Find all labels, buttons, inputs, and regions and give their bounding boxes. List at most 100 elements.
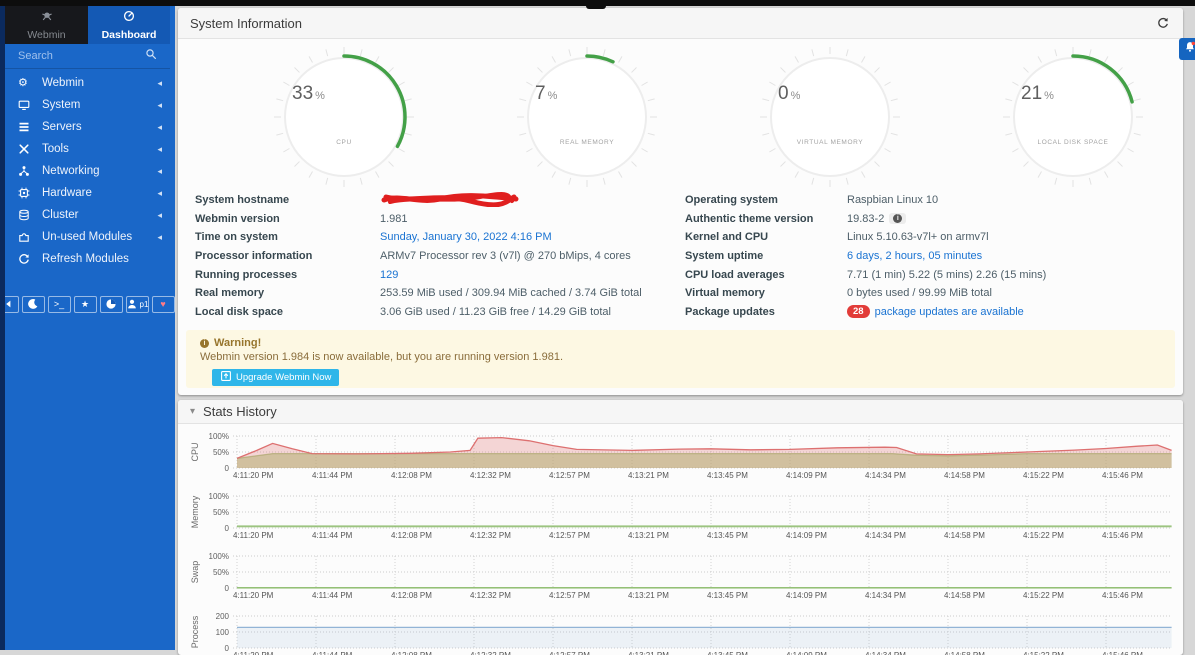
x-tick-label: 4:13:21 PM [628, 531, 669, 540]
favorites-button[interactable]: ★ [73, 296, 97, 313]
warning-title-text: Warning! [214, 337, 262, 349]
x-tick-label: 4:12:57 PM [549, 471, 590, 480]
x-tick-label: 4:12:57 PM [549, 591, 590, 600]
caret-left-icon: ◂ [157, 231, 162, 242]
x-tick-label: 4:12:32 PM [470, 471, 511, 480]
info-value: 19.83-2 i [847, 213, 907, 225]
info-table-left: System hostname Webmin version 1.981 Time … [195, 191, 681, 321]
webmin-logo-icon [41, 9, 53, 27]
upgrade-webmin-button[interactable]: Upgrade Webmin Now [212, 369, 340, 386]
chart-ylabel-memory: Memory [190, 495, 200, 528]
x-tick-label: 4:11:20 PM [233, 591, 274, 600]
info-label: Local disk space [195, 305, 284, 318]
sidebar-item-un-used-modules[interactable]: Un-used Modules ◂ [5, 226, 175, 248]
stats-history-header[interactable]: ▾ Stats History [178, 400, 1183, 424]
sidebar-search[interactable]: Search [5, 44, 170, 69]
x-tick-label: 4:14:09 PM [786, 651, 827, 655]
refresh-icon[interactable] [1157, 17, 1169, 29]
gauge-label: LOCAL DISK SPACE [1037, 139, 1108, 146]
warning-alert: i Warning! Webmin version 1.984 is now a… [186, 330, 1175, 388]
sidebar-item-label: Un-used Modules [42, 231, 133, 243]
x-tick-label: 4:13:21 PM [628, 471, 669, 480]
sidebar-item-hardware[interactable]: Hardware ◂ [5, 182, 175, 204]
sidebar-item-label: Servers [42, 121, 82, 133]
sidebar-item-cluster[interactable]: Cluster ◂ [5, 204, 175, 226]
sidebar-item-webmin[interactable]: ⚙ Webmin ◂ [5, 72, 175, 94]
star-icon: ★ [80, 299, 90, 309]
info-value: 7.71 (1 min) 5.22 (5 mins) 2.26 (15 mins… [847, 268, 1047, 281]
stats-charts: 100% 50% 0 4:11:20 PM 4:11:44 PM 4:12:08 PM 4:… [178, 423, 1183, 655]
x-tick-label: 4:12:32 PM [470, 651, 511, 655]
info-row-kernel-and-cpu: Kernel and CPU Linux 5.10.63-v7l+ on armv… [685, 228, 1177, 247]
x-tick-label: 4:15:46 PM [1102, 651, 1143, 655]
bell-icon [1184, 40, 1195, 58]
theme-options-button[interactable] [99, 296, 123, 313]
x-tick-label: 4:12:08 PM [391, 471, 432, 480]
x-tick-label: 4:12:32 PM [470, 591, 511, 600]
upgrade-icon [220, 370, 232, 385]
info-value[interactable]: 129 [380, 268, 399, 281]
info-value: 3.06 GiB used / 11.23 GiB free / 14.29 G… [380, 305, 611, 318]
caret-left-icon: ◂ [157, 187, 162, 198]
sidebar-item-refresh-modules[interactable]: Refresh Modules [5, 248, 175, 270]
info-label: System uptime [685, 250, 764, 263]
info-row-time-on-system: Time on system Sunday, January 30, 2022 4… [195, 228, 681, 247]
x-tick-label: 4:15:46 PM [1102, 471, 1143, 480]
stats-history-title: Stats History [203, 404, 277, 419]
y-tick-label: 50% [213, 448, 229, 457]
x-tick-label: 4:11:20 PM [233, 471, 274, 480]
caret-left-icon: ◂ [157, 77, 162, 88]
y-tick-label: 0 [225, 644, 230, 653]
x-tick-label: 4:11:44 PM [312, 471, 353, 480]
info-label: Operating system [685, 194, 778, 207]
hardware-chip-icon [18, 187, 42, 199]
gear-icon: ⚙ [18, 77, 28, 89]
user-session-button[interactable]: p1 [125, 296, 149, 313]
info-value: Linux 5.10.63-v7l+ on armv7l [847, 231, 989, 244]
info-label: Webmin version [195, 212, 280, 225]
info-label: Time on system [195, 231, 278, 244]
terminal-button[interactable]: >_ [47, 296, 71, 313]
info-value[interactable]: 6 days, 2 hours, 05 minutes [847, 250, 983, 263]
sidebar-item-tools[interactable]: Tools ◂ [5, 138, 175, 160]
server-stack-icon [18, 121, 42, 133]
tab-webmin[interactable]: Webmin [5, 6, 88, 44]
info-label: CPU load averages [685, 268, 785, 281]
x-tick-label: 4:12:08 PM [391, 531, 432, 540]
sidebar-item-label: Cluster [42, 209, 79, 221]
sidebar-item-system[interactable]: System ◂ [5, 94, 175, 116]
cluster-stack-icon [18, 209, 42, 221]
y-tick-label: 100% [209, 552, 229, 561]
notifications-bell-button[interactable] [1179, 38, 1195, 60]
y-tick-label: 50% [213, 508, 229, 517]
theme-info-badge[interactable]: i [889, 213, 907, 225]
tab-dashboard-label: Dashboard [101, 29, 157, 41]
system-information-header: System Information [178, 8, 1183, 39]
x-tick-label: 4:14:58 PM [944, 531, 985, 540]
x-tick-label: 4:11:44 PM [312, 651, 353, 655]
info-table-right: Operating system Raspbian Linux 10 Authent… [685, 191, 1177, 321]
sponsor-button[interactable]: ♥ [151, 296, 175, 313]
search-icon [145, 47, 157, 65]
x-tick-label: 4:12:08 PM [391, 651, 432, 655]
info-row-local-disk-space: Local disk space 3.06 GiB used / 11.23 Gi… [195, 303, 681, 322]
y-tick-label: 50% [213, 568, 229, 577]
caret-down-icon: ▾ [190, 406, 196, 417]
info-row-package-updates: Package updates 28 package updates are ava… [685, 303, 1177, 322]
night-mode-button[interactable] [21, 296, 45, 313]
x-tick-label: 4:11:44 PM [312, 531, 353, 540]
sidebar-footer-toolbar: >_ ★ p1 ♥ [0, 296, 175, 313]
system-information-card: System Information 33% CPU 7% REAL MEMORY 0%… [178, 8, 1183, 395]
chart-ylabel-swap: Swap [190, 561, 200, 584]
info-row-virtual-memory: Virtual memory 0 bytes used / 99.99 MiB t… [685, 284, 1177, 303]
info-value[interactable]: 28 package updates are available [847, 305, 1024, 319]
tab-dashboard[interactable]: Dashboard [88, 6, 170, 44]
sidebar-item-networking[interactable]: Networking ◂ [5, 160, 175, 182]
package-updates-count-badge[interactable]: 28 [847, 305, 870, 319]
info-label: Real memory [195, 287, 265, 300]
sidebar-item-servers[interactable]: Servers ◂ [5, 116, 175, 138]
info-value[interactable]: Sunday, January 30, 2022 4:16 PM [380, 231, 552, 244]
gauge-local-disk-space: 21 %LOCAL DISK SPACE [1003, 47, 1143, 187]
info-value: 253.59 MiB used / 309.94 MiB cached / 3.… [380, 287, 642, 300]
tools-icon [18, 143, 42, 155]
